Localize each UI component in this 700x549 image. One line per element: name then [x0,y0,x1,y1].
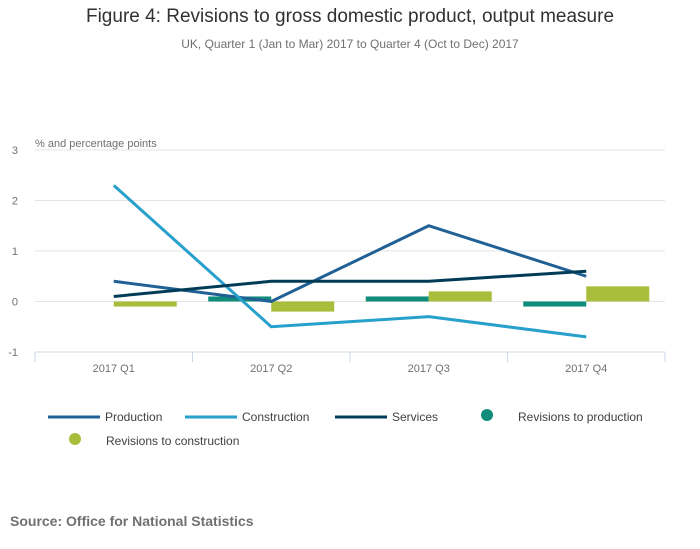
gridlines [35,149,665,302]
x-tick-label: 2017 Q1 [93,363,135,375]
legend-label: Revisions to construction [106,434,239,448]
bar-revisions-to-construction [586,286,650,302]
bar-revisions-to-construction [113,301,177,307]
y-tick-label: -1 [8,347,18,359]
x-tick-label: 2017 Q4 [565,363,607,375]
lines [112,184,587,339]
legend-dot-swatch [481,409,493,421]
legend-label: Construction [242,410,309,424]
line-construction [112,184,587,339]
line-production [113,224,587,304]
x-axis: 2017 Q1 2017 Q2 2017 Q3 2017 Q4 [34,351,666,375]
legend-item[interactable]: Services [335,410,438,424]
y-tick-label: 1 [12,246,18,258]
bar-revisions-to-construction [271,301,335,312]
x-tick-label: 2017 Q2 [250,363,292,375]
chart-title: Figure 4: Revisions to gross domestic pr… [85,6,615,27]
legend-item[interactable]: Revisions to construction [69,433,239,448]
legend-label: Revisions to production [518,410,643,424]
bar-revisions-to-construction [428,291,492,302]
legend: Production Construction Services Revisions … [48,409,643,448]
legend-label: Services [392,410,438,424]
bar-revisions-to-production [523,301,587,307]
y-tick-label: 3 [12,145,18,157]
y-tick-labels: 3 2 1 0 -1 [8,145,18,359]
y-tick-label: 0 [12,297,18,309]
y-axis-label: % and percentage points [35,138,157,150]
source-note: Source: Office for National Statistics [10,513,254,529]
x-tick-label: 2017 Q3 [408,363,450,375]
bar-revisions-to-production [365,296,429,302]
line-services [113,269,587,298]
bars [50,286,650,312]
legend-item[interactable]: Production [48,410,162,424]
chart-subtitle: UK, Quarter 1 (Jan to Mar) 2017 to Quart… [181,37,519,51]
legend-item[interactable]: Construction [185,410,309,424]
y-tick-label: 2 [12,196,18,208]
legend-dot-swatch [69,433,81,445]
legend-label: Production [105,410,162,424]
legend-item[interactable]: Revisions to production [481,409,643,424]
